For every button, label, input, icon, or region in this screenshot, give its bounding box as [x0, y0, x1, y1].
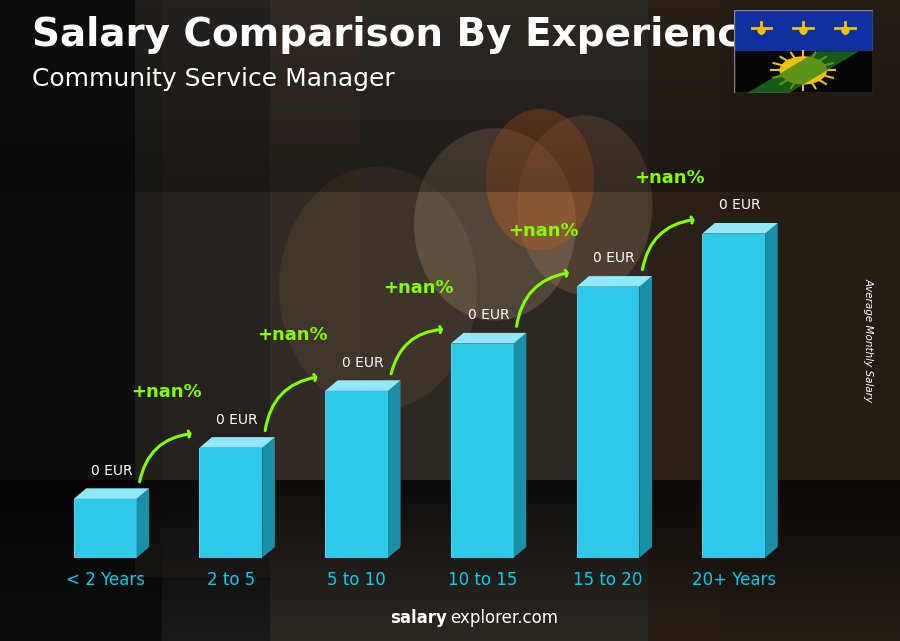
Bar	[270, 0, 720, 641]
Bar	[0, 0, 162, 641]
Text: explorer.com: explorer.com	[450, 609, 558, 627]
Text: +nan%: +nan%	[257, 326, 328, 344]
Polygon shape	[577, 287, 639, 558]
Circle shape	[779, 56, 827, 85]
Polygon shape	[262, 437, 274, 558]
Ellipse shape	[518, 115, 652, 295]
Polygon shape	[137, 488, 149, 558]
Text: 0 EUR: 0 EUR	[719, 198, 760, 212]
Polygon shape	[74, 488, 149, 499]
Polygon shape	[325, 391, 388, 558]
Text: 0 EUR: 0 EUR	[468, 308, 509, 322]
Polygon shape	[765, 223, 778, 558]
Ellipse shape	[279, 167, 477, 410]
Bar	[648, 0, 900, 641]
Text: 0 EUR: 0 EUR	[216, 413, 258, 426]
Text: Average Monthly Salary: Average Monthly Salary	[863, 278, 874, 402]
Bar	[135, 0, 360, 577]
Text: +nan%: +nan%	[131, 383, 202, 401]
Text: +nan%: +nan%	[634, 169, 705, 187]
Text: 0 EUR: 0 EUR	[593, 251, 635, 265]
Text: +nan%: +nan%	[508, 222, 580, 240]
Polygon shape	[639, 276, 652, 558]
Polygon shape	[74, 499, 137, 558]
Polygon shape	[388, 380, 400, 558]
Text: +nan%: +nan%	[382, 279, 454, 297]
Ellipse shape	[486, 109, 594, 250]
Ellipse shape	[414, 128, 576, 320]
Text: 0 EUR: 0 EUR	[342, 356, 383, 370]
Polygon shape	[451, 344, 514, 558]
Polygon shape	[451, 333, 526, 344]
Text: salary: salary	[391, 609, 447, 627]
Polygon shape	[577, 276, 652, 287]
Text: 0 EUR: 0 EUR	[91, 463, 132, 478]
Polygon shape	[514, 333, 526, 558]
Text: Community Service Manager: Community Service Manager	[32, 67, 394, 91]
Polygon shape	[747, 51, 859, 93]
Polygon shape	[200, 437, 274, 448]
Polygon shape	[702, 233, 765, 558]
Bar	[734, 10, 873, 51]
Text: Salary Comparison By Experience: Salary Comparison By Experience	[32, 16, 766, 54]
Bar	[734, 51, 873, 93]
Polygon shape	[200, 448, 262, 558]
Polygon shape	[702, 223, 778, 233]
Polygon shape	[325, 380, 400, 391]
